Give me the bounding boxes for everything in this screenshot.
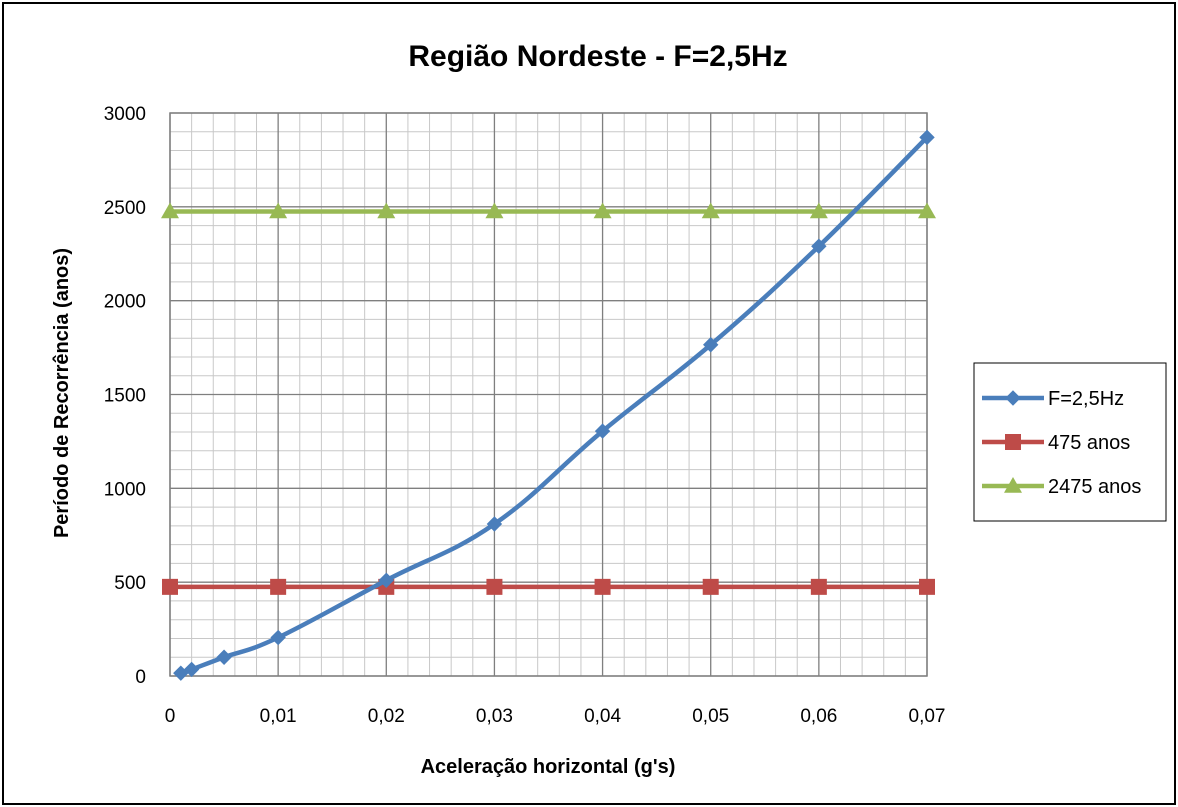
chart-title: Região Nordeste - F=2,5Hz	[408, 40, 787, 73]
y-tick-label: 1000	[104, 479, 146, 500]
legend: F=2,5Hz 475 anos 2475 anos	[973, 362, 1167, 522]
y-tick-labels: 0 500 1000 1500 2000 2500 3000	[104, 104, 146, 688]
data-point	[183, 661, 200, 678]
legend-swatch-marker	[1004, 477, 1022, 493]
data-point	[486, 516, 503, 532]
x-axis-label: Aceleração horizontal (g's)	[421, 756, 676, 778]
data-point	[594, 423, 611, 439]
data-point	[216, 649, 232, 665]
y-tick-label: 2000	[104, 292, 146, 313]
x-tick-label: 0	[165, 706, 176, 727]
data-point	[270, 578, 287, 595]
data-point	[593, 202, 612, 219]
legend-entry-label: F=2,5Hz	[1048, 388, 1124, 410]
data-point	[161, 202, 179, 219]
y-tick-label: 1500	[104, 386, 146, 407]
y-tick-label: 0	[135, 667, 146, 688]
x-tick-label: 0,06	[800, 706, 837, 727]
data-point	[486, 578, 503, 595]
x-tick-label: 0,04	[584, 706, 621, 727]
data-point	[270, 629, 286, 646]
y-tick-label: 2500	[104, 198, 146, 219]
series-square	[162, 578, 935, 595]
data-point	[701, 202, 720, 219]
x-tick-label: 0,07	[909, 706, 946, 727]
data-point	[703, 337, 719, 353]
x-tick-labels: 0 0,01 0,02 0,03 0,04 0,05 0,06 0,07	[165, 706, 946, 727]
data-point	[594, 578, 611, 595]
legend-entry-label: 2475 anos	[1048, 476, 1141, 498]
data-point	[378, 572, 394, 588]
y-tick-label: 500	[114, 573, 146, 594]
plot-area-border	[169, 112, 928, 677]
legend-swatch-marker	[1005, 434, 1021, 450]
y-axis-label: Período de Recorrência (anos)	[51, 248, 73, 538]
data-point	[810, 578, 827, 595]
data-point	[809, 202, 828, 219]
data-point	[811, 238, 827, 254]
x-tick-label: 0,05	[692, 706, 729, 727]
data-point	[162, 578, 178, 595]
data-point	[702, 578, 719, 595]
x-tick-label: 0,03	[476, 706, 513, 727]
x-tick-label: 0,02	[368, 706, 405, 727]
legend-swatch-marker	[1005, 390, 1021, 406]
series-layer	[161, 129, 936, 681]
y-tick-label: 3000	[104, 104, 146, 125]
data-point	[485, 202, 504, 219]
x-tick-label: 0,01	[260, 706, 297, 727]
data-point	[377, 202, 396, 219]
series-diamond	[173, 129, 935, 681]
series-triangle	[161, 202, 936, 219]
data-point	[919, 129, 935, 146]
data-point	[269, 202, 288, 219]
data-point	[919, 578, 935, 595]
data-point	[918, 202, 936, 219]
legend-entry-label: 475 anos	[1048, 432, 1130, 454]
